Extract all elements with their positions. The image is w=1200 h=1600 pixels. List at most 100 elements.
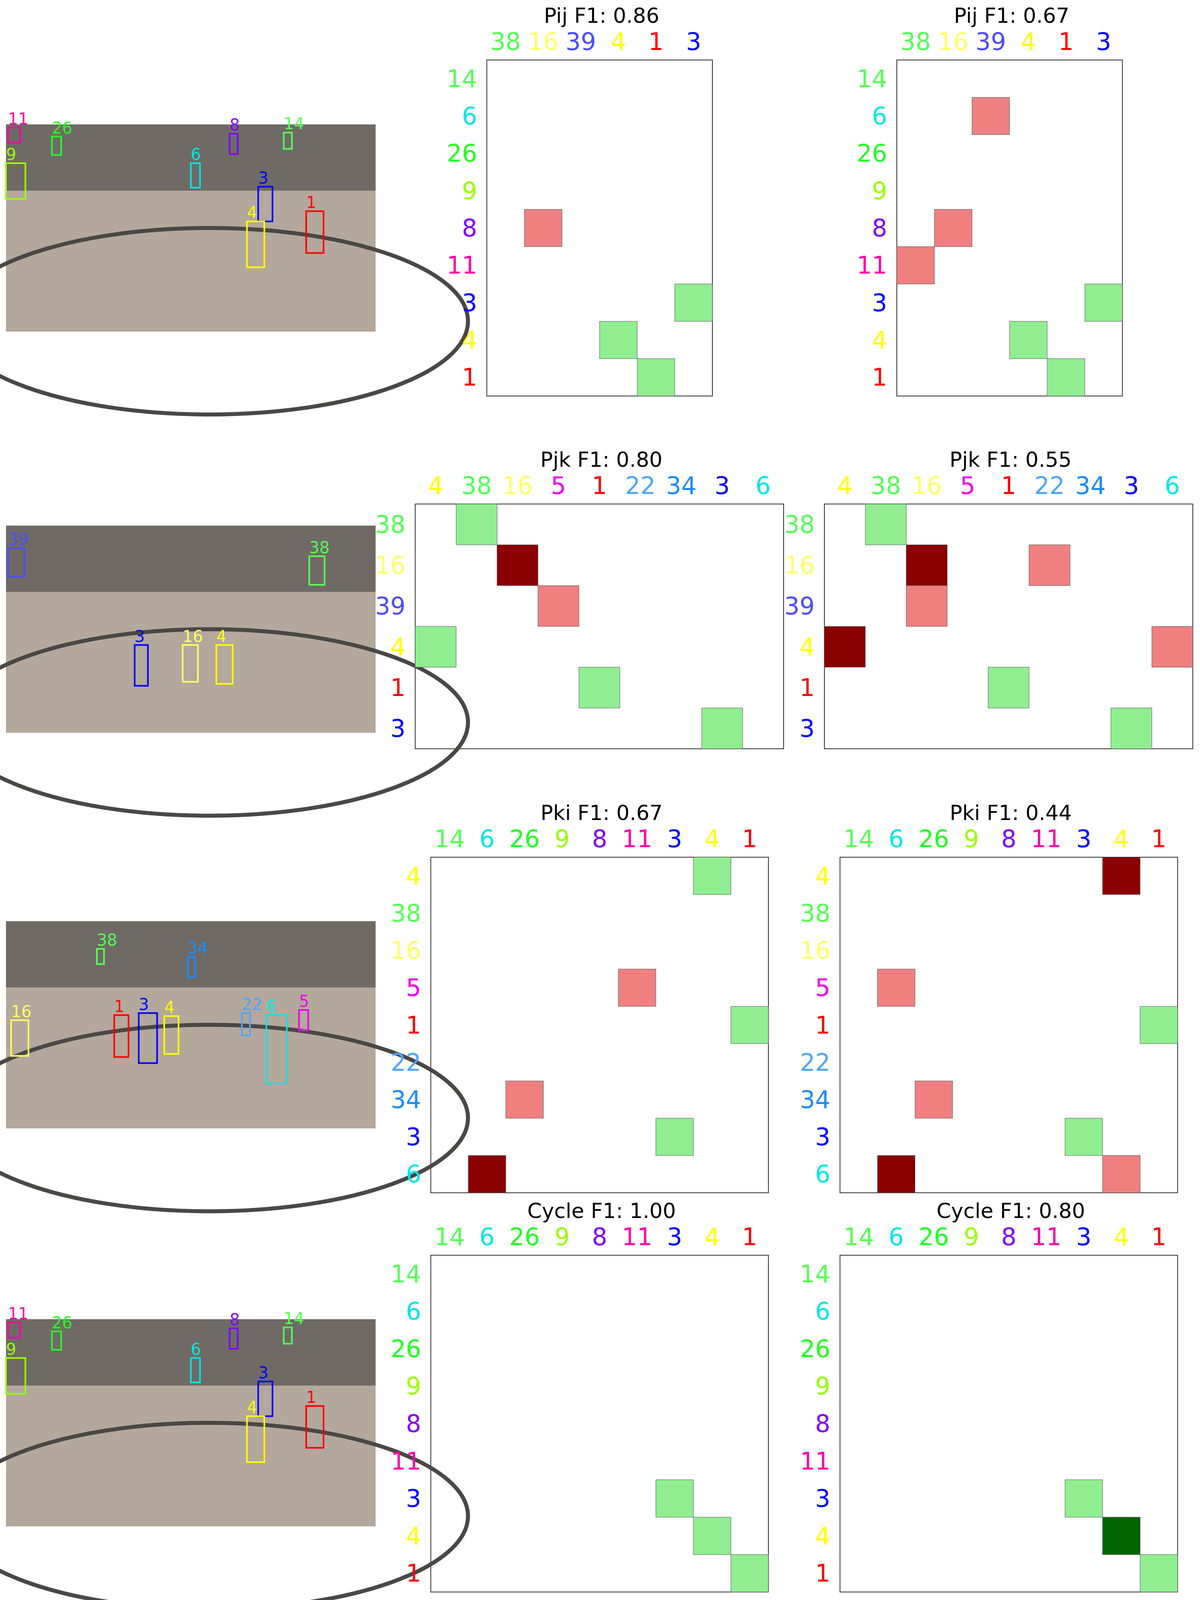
svg-text:16: 16 xyxy=(375,551,406,580)
svg-text:3: 3 xyxy=(406,1122,422,1151)
svg-text:11: 11 xyxy=(856,251,888,280)
svg-text:3: 3 xyxy=(1096,27,1112,56)
svg-text:16: 16 xyxy=(502,471,533,500)
svg-text:38: 38 xyxy=(309,538,330,557)
svg-text:1: 1 xyxy=(114,997,125,1016)
svg-text:22: 22 xyxy=(800,1048,831,1077)
svg-text:Pjk F1: 0.55: Pjk F1: 0.55 xyxy=(949,447,1072,472)
svg-text:5: 5 xyxy=(406,973,422,1002)
svg-text:11: 11 xyxy=(1031,1222,1062,1251)
svg-text:6: 6 xyxy=(755,471,771,500)
svg-text:39: 39 xyxy=(565,27,596,56)
svg-text:1: 1 xyxy=(1151,824,1167,853)
svg-text:1: 1 xyxy=(1058,27,1074,56)
svg-text:Pij F1: 0.67: Pij F1: 0.67 xyxy=(954,3,1070,28)
svg-text:1: 1 xyxy=(742,824,758,853)
svg-text:1: 1 xyxy=(648,27,664,56)
svg-text:9: 9 xyxy=(872,176,888,205)
svg-text:6: 6 xyxy=(406,1297,422,1326)
svg-text:3: 3 xyxy=(406,1484,422,1513)
svg-text:11: 11 xyxy=(622,1222,653,1251)
svg-text:4: 4 xyxy=(246,1398,257,1417)
svg-text:3: 3 xyxy=(138,995,149,1014)
svg-text:38: 38 xyxy=(490,27,521,56)
svg-text:4: 4 xyxy=(799,632,815,661)
svg-text:1: 1 xyxy=(390,673,406,702)
svg-text:6: 6 xyxy=(266,997,277,1016)
svg-text:38: 38 xyxy=(375,510,406,539)
svg-text:11: 11 xyxy=(1031,824,1062,853)
svg-text:26: 26 xyxy=(918,824,949,853)
svg-text:9: 9 xyxy=(963,824,979,853)
svg-text:38: 38 xyxy=(900,27,931,56)
svg-text:1: 1 xyxy=(815,1559,831,1588)
svg-text:8: 8 xyxy=(1001,1222,1017,1251)
svg-text:8: 8 xyxy=(406,1409,422,1438)
svg-text:26: 26 xyxy=(509,824,540,853)
svg-text:5: 5 xyxy=(960,471,976,500)
svg-text:1: 1 xyxy=(815,1011,831,1040)
svg-text:9: 9 xyxy=(462,176,478,205)
svg-text:39: 39 xyxy=(375,592,406,620)
svg-text:26: 26 xyxy=(918,1222,949,1251)
svg-text:26: 26 xyxy=(800,1334,831,1363)
svg-text:4: 4 xyxy=(406,1522,422,1550)
svg-text:14: 14 xyxy=(843,1222,874,1251)
svg-text:11: 11 xyxy=(390,1447,422,1476)
svg-text:8: 8 xyxy=(462,214,478,242)
svg-text:14: 14 xyxy=(843,824,874,853)
svg-text:4: 4 xyxy=(246,203,257,222)
svg-text:6: 6 xyxy=(190,1340,201,1359)
svg-text:39: 39 xyxy=(8,530,29,549)
svg-text:34: 34 xyxy=(187,938,208,958)
svg-text:6: 6 xyxy=(888,824,904,853)
svg-text:22: 22 xyxy=(625,471,656,500)
svg-text:3: 3 xyxy=(1076,1222,1092,1251)
svg-text:3: 3 xyxy=(462,288,478,317)
svg-text:3: 3 xyxy=(258,1363,268,1382)
svg-text:26: 26 xyxy=(52,118,73,138)
svg-text:8: 8 xyxy=(592,1222,608,1251)
svg-text:4: 4 xyxy=(815,862,831,890)
svg-text:11: 11 xyxy=(8,109,29,128)
svg-text:3: 3 xyxy=(815,1122,831,1151)
svg-text:4: 4 xyxy=(164,998,175,1017)
svg-text:4: 4 xyxy=(1113,1222,1129,1251)
svg-text:22: 22 xyxy=(242,995,263,1014)
svg-text:5: 5 xyxy=(815,973,831,1002)
svg-text:11: 11 xyxy=(800,1447,831,1476)
svg-text:3: 3 xyxy=(714,471,730,500)
svg-text:3: 3 xyxy=(666,824,682,853)
svg-text:39: 39 xyxy=(784,592,815,620)
svg-text:3: 3 xyxy=(872,288,888,317)
svg-text:16: 16 xyxy=(182,627,204,646)
svg-text:6: 6 xyxy=(462,102,478,130)
svg-text:Cycle F1: 0.80: Cycle F1: 0.80 xyxy=(936,1198,1085,1223)
svg-text:38: 38 xyxy=(784,510,815,539)
svg-text:6: 6 xyxy=(406,1160,422,1188)
svg-text:9: 9 xyxy=(554,824,570,853)
svg-text:8: 8 xyxy=(872,214,888,242)
svg-text:3: 3 xyxy=(1076,824,1092,853)
svg-text:34: 34 xyxy=(390,1085,422,1114)
svg-text:6: 6 xyxy=(190,145,201,164)
svg-text:16: 16 xyxy=(800,936,831,965)
svg-text:3: 3 xyxy=(258,168,268,188)
svg-text:8: 8 xyxy=(592,824,608,853)
svg-text:4: 4 xyxy=(872,326,888,354)
svg-text:1: 1 xyxy=(306,193,316,212)
svg-text:9: 9 xyxy=(6,145,16,164)
svg-text:1: 1 xyxy=(872,363,888,392)
svg-text:14: 14 xyxy=(856,64,888,93)
svg-text:11: 11 xyxy=(446,251,478,280)
svg-text:3: 3 xyxy=(134,627,145,646)
svg-text:4: 4 xyxy=(815,1522,831,1550)
svg-text:3: 3 xyxy=(815,1484,831,1513)
svg-text:16: 16 xyxy=(938,27,969,56)
svg-text:14: 14 xyxy=(390,1260,422,1288)
svg-text:4: 4 xyxy=(1113,824,1129,853)
svg-text:4: 4 xyxy=(704,824,720,853)
svg-text:1: 1 xyxy=(1000,471,1016,500)
svg-text:3: 3 xyxy=(686,27,702,56)
svg-text:4: 4 xyxy=(610,27,626,56)
